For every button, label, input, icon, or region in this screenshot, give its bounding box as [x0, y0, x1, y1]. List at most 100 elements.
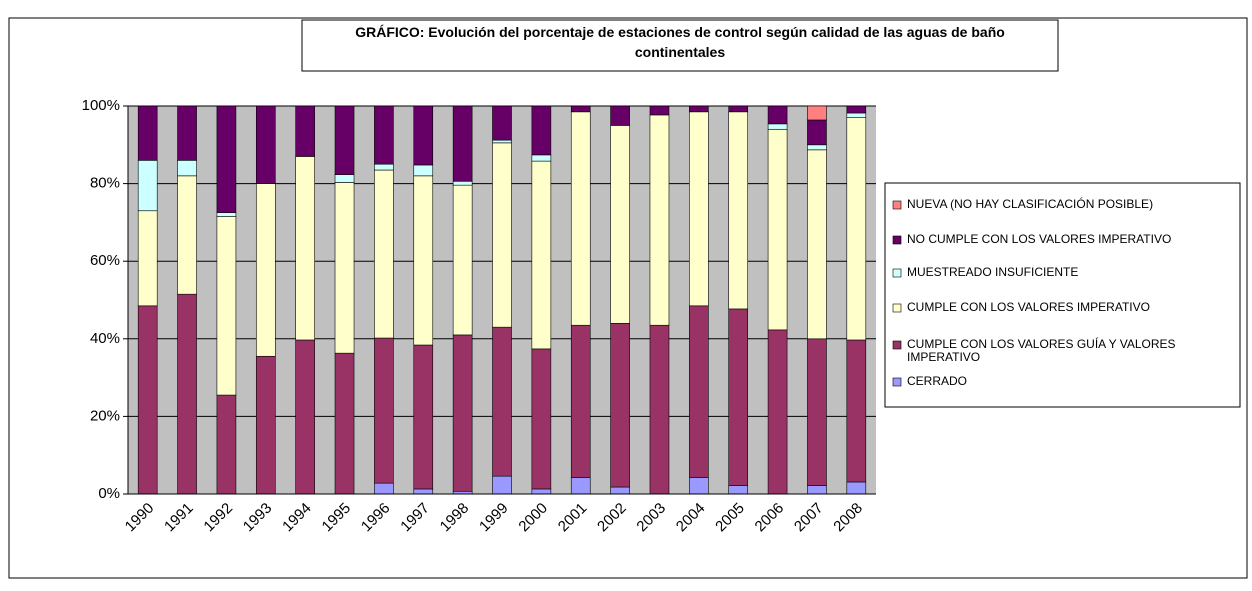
bar-segment	[177, 160, 197, 177]
title-box	[301, 19, 1059, 72]
bar-segment	[216, 394, 237, 495]
y-tick-label: 0%	[98, 485, 120, 502]
bar-segment	[137, 305, 158, 495]
bar-segment	[295, 105, 315, 157]
y-tick-label: 20%	[90, 407, 120, 424]
bar-segment	[846, 105, 867, 114]
bar-segment	[452, 184, 473, 336]
bar-segment	[492, 139, 512, 144]
bar-segment	[334, 174, 355, 183]
bar-segment	[807, 485, 827, 495]
bar-segment	[374, 337, 394, 484]
legend-swatch	[892, 303, 902, 313]
bar-segment	[216, 216, 237, 396]
bar-segment	[767, 105, 788, 125]
bar-segment	[413, 175, 434, 346]
bar-segment	[492, 142, 512, 328]
bar-segment	[570, 111, 591, 326]
legend-label: CUMPLE CON LOS VALORES GUÍA Y VALORES IMP…	[907, 336, 1176, 364]
bar-segment	[452, 105, 473, 182]
legend-swatch	[892, 377, 902, 387]
bar-segment	[374, 163, 394, 171]
legend-swatch	[892, 235, 902, 245]
bar-segment	[649, 324, 670, 495]
bar-segment	[137, 105, 158, 161]
bar-segment	[846, 112, 867, 118]
bar-segment	[255, 183, 276, 357]
bar-segment	[767, 123, 788, 130]
bar-segment	[492, 326, 512, 477]
bar-segment	[216, 105, 237, 213]
bar-segment	[216, 212, 237, 217]
bar-segment	[728, 105, 749, 113]
bar-segment	[807, 119, 827, 146]
bar-segment	[689, 477, 709, 495]
legend-box	[884, 182, 1241, 408]
bar-segment	[649, 105, 670, 116]
y-tick-label: 80%	[90, 175, 120, 192]
bar-segment	[846, 481, 867, 495]
bar-segment	[807, 338, 827, 486]
bar-segment	[413, 105, 434, 166]
bar-segment	[531, 488, 552, 495]
legend-swatch	[892, 200, 902, 210]
legend-swatch	[892, 340, 902, 350]
bar-segment	[492, 105, 512, 141]
bar-segment	[807, 144, 827, 151]
bar-segment	[452, 334, 473, 492]
bar-segment	[374, 105, 394, 165]
bar-segment	[531, 348, 552, 490]
bar-segment	[177, 293, 197, 495]
bar-segment	[374, 482, 394, 495]
bar-segment	[452, 180, 473, 186]
bar-segment	[846, 339, 867, 483]
bar-segment	[255, 105, 276, 184]
legend-label: NO CUMPLE CON LOS VALORES IMPERATIVO	[907, 232, 1171, 246]
bar-segment	[728, 111, 749, 310]
bar-segment	[531, 105, 552, 156]
bar-segment	[177, 175, 197, 295]
bar-segment	[767, 329, 788, 495]
bar-segment	[413, 344, 434, 490]
bar-segment	[334, 352, 355, 495]
bar-segment	[689, 111, 709, 307]
bar-segment	[255, 355, 276, 495]
bar-segment	[728, 308, 749, 486]
legend-swatch	[892, 268, 902, 278]
bar-segment	[807, 105, 827, 121]
chart-title: GRÁFICO: Evolución del porcentaje de est…	[355, 24, 1005, 60]
bar-segment	[767, 128, 788, 331]
bar-segment	[570, 324, 591, 479]
bar-segment	[531, 154, 552, 162]
bar-segment	[610, 125, 630, 324]
bar-segment	[846, 117, 867, 341]
bar-segment	[177, 105, 197, 161]
bar-segment	[334, 105, 355, 175]
bar-segment	[570, 477, 591, 495]
y-tick-label: 40%	[90, 330, 120, 347]
y-tick-label: 100%	[82, 97, 120, 114]
legend-label: NUEVA (NO HAY CLASIFICACIÓN POSIBLE)	[907, 196, 1153, 211]
y-tick-label: 60%	[90, 252, 120, 269]
bar-segment	[807, 149, 827, 340]
bar-segment	[137, 160, 158, 212]
bar-segment	[531, 160, 552, 350]
bar-segment	[413, 488, 434, 495]
bar-segment	[413, 164, 434, 177]
legend-label: CUMPLE CON LOS VALORES IMPERATIVO	[907, 300, 1150, 314]
bar-segment	[610, 322, 630, 488]
bar-segment	[374, 169, 394, 339]
bar-segment	[649, 114, 670, 326]
bar-segment	[295, 339, 315, 495]
bar-segment	[570, 105, 591, 113]
bar-segment	[610, 486, 630, 495]
bar-segment	[689, 105, 709, 113]
bar-segment	[492, 475, 512, 495]
legend-label: CERRADO	[907, 374, 967, 388]
bar-segment	[689, 305, 709, 479]
legend-label: MUESTREADO INSUFICIENTE	[907, 265, 1078, 279]
bar-segment	[295, 156, 315, 341]
bar-segment	[610, 105, 630, 126]
